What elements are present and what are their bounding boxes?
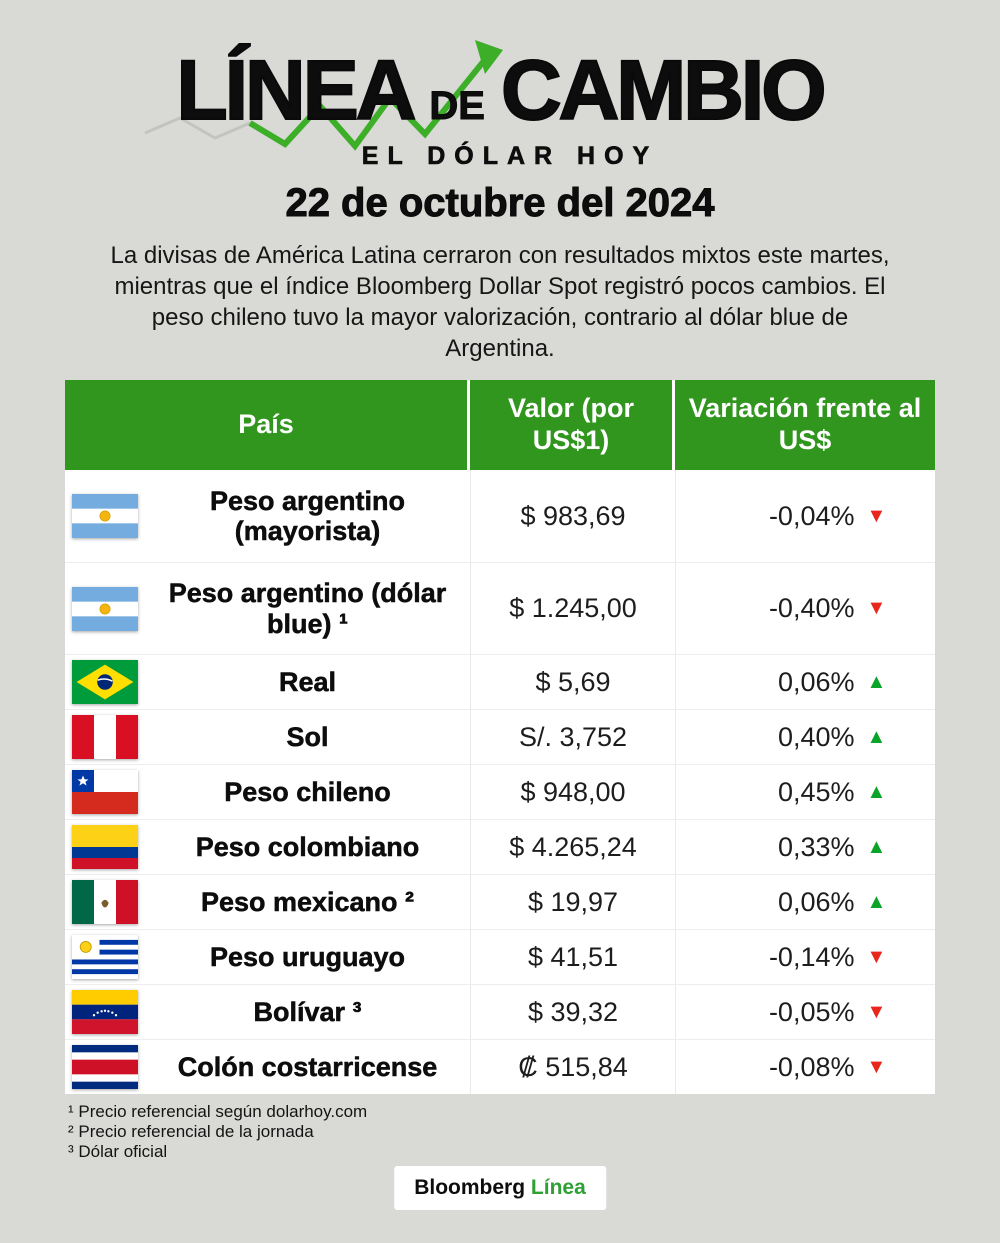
- footnotes: ¹ Precio referencial según dolarhoy.com …: [68, 1102, 367, 1162]
- flag-argentina-icon: [65, 586, 145, 631]
- currency-name: Peso uruguayo: [209, 941, 406, 973]
- brand-linea: Línea: [530, 1176, 586, 1199]
- flag-uruguay-icon: [65, 935, 145, 979]
- title-cambio: CAMBIO: [500, 43, 828, 137]
- currency-name: Real: [278, 666, 337, 698]
- currency-variation: -0,40% ▼: [675, 563, 935, 654]
- currency-name: Colón costarricense: [177, 1051, 438, 1083]
- flag-costa-rica-icon: [65, 1045, 145, 1089]
- currency-value: $ 983,69: [470, 470, 675, 562]
- stock-line-chart-icon: [144, 40, 503, 151]
- flag-brazil-icon: [65, 660, 145, 704]
- table-row: Peso colombiano $ 4.265,24 0,33% ▲: [65, 819, 935, 874]
- trend-up-icon: ▲: [866, 780, 887, 803]
- bloomberg-linea-logo: Bloomberg Línea: [394, 1166, 606, 1210]
- variation-value: 0,45%: [777, 776, 855, 807]
- footnote-3: ³ Dólar oficial: [68, 1142, 168, 1161]
- trend-down-icon: ▼: [866, 504, 887, 527]
- currency-value: $ 19,97: [470, 875, 675, 929]
- variation-value: -0,14%: [768, 941, 855, 972]
- variation-value: -0,05%: [768, 996, 855, 1027]
- flag-peru-icon: [65, 715, 145, 759]
- currency-value: $ 4.265,24: [470, 820, 675, 874]
- table-row: Colón costarricense ₡ 515,84 -0,08% ▼: [65, 1039, 935, 1094]
- currency-name: Peso argentino (mayorista): [209, 485, 406, 547]
- description: La divisas de América Latina cerraron co…: [110, 242, 890, 363]
- column-header-country: País: [65, 380, 470, 470]
- table-row: Peso chileno $ 948,00 0,45% ▲: [65, 764, 935, 819]
- flag-venezuela-icon: [65, 990, 145, 1034]
- footnote-1: ¹ Precio referencial según dolarhoy.com: [68, 1102, 368, 1121]
- currency-variation: 0,06% ▲: [675, 875, 935, 929]
- currency-value: $ 5,69: [470, 655, 675, 709]
- flag-argentina-icon: [65, 494, 145, 538]
- table-row: Peso argentino (mayorista) $ 983,69 -0,0…: [65, 470, 935, 562]
- trend-down-icon: ▼: [866, 1000, 887, 1023]
- variation-value: 0,06%: [777, 666, 855, 697]
- currency-name: Peso argentino (dólar blue) ¹: [168, 578, 447, 639]
- table-row: Sol S/. 3,752 0,40% ▲: [65, 709, 935, 764]
- variation-value: 0,06%: [777, 886, 855, 917]
- currency-value: $ 1.245,00: [470, 563, 675, 654]
- variation-value: -0,40%: [768, 593, 855, 623]
- currency-variation: 0,40% ▲: [675, 710, 935, 764]
- currency-variation: 0,33% ▲: [675, 820, 935, 874]
- trend-up-icon: ▲: [866, 835, 887, 858]
- trend-up-icon: ▲: [866, 670, 887, 693]
- table-row: Peso argentino (dólar blue) ¹ $ 1.245,00…: [65, 562, 935, 654]
- trend-down-icon: ▼: [866, 1055, 887, 1078]
- currency-value: ₡ 515,84: [470, 1040, 675, 1094]
- exchange-rate-table: País Valor (por US$1) Variación frente a…: [65, 380, 935, 1094]
- table-row: Bolívar ³ $ 39,32 -0,05% ▼: [65, 984, 935, 1039]
- footnote-2: ² Precio referencial de la jornada: [68, 1122, 314, 1141]
- currency-name: Peso chileno: [224, 776, 391, 808]
- column-header-variation: Variación frente al US$: [675, 380, 935, 470]
- trend-down-icon: ▼: [866, 945, 887, 968]
- trend-up-icon: ▲: [866, 725, 887, 748]
- subtitle: EL DÓLAR HOY: [361, 142, 659, 171]
- table-body: Peso argentino (mayorista) $ 983,69 -0,0…: [65, 470, 935, 1094]
- date: 22 de octubre del 2024: [285, 181, 715, 226]
- flag-colombia-icon: [65, 825, 145, 869]
- currency-variation: -0,14% ▼: [675, 930, 935, 984]
- currency-value: S/. 3,752: [470, 710, 675, 764]
- currency-variation: 0,06% ▲: [675, 655, 935, 709]
- currency-name: Peso mexicano ²: [200, 886, 415, 918]
- currency-variation: -0,04% ▼: [675, 470, 935, 562]
- table-row: Peso uruguayo $ 41,51 -0,14% ▼: [65, 929, 935, 984]
- title-de: DE: [429, 84, 486, 129]
- variation-value: -0,08%: [768, 1051, 855, 1082]
- flag-chile-icon: [65, 770, 145, 814]
- title-linea: LÍNEA: [175, 43, 417, 137]
- variation-value: 0,33%: [777, 831, 855, 862]
- currency-name: Peso colombiano: [195, 831, 420, 863]
- currency-variation: -0,08% ▼: [675, 1040, 935, 1094]
- table-header: País Valor (por US$1) Variación frente a…: [65, 380, 935, 470]
- page-title: LÍNEA DE CAMBIO: [0, 43, 1000, 137]
- brand-bloomberg: Bloomberg: [414, 1176, 526, 1199]
- trend-up-icon: ▲: [866, 890, 887, 913]
- flag-mexico-icon: [65, 880, 145, 924]
- currency-variation: 0,45% ▲: [675, 765, 935, 819]
- currency-value: $ 41,51: [470, 930, 675, 984]
- currency-name: Bolívar ³: [253, 996, 362, 1028]
- column-header-value: Valor (por US$1): [470, 380, 675, 470]
- currency-variation: -0,05% ▼: [675, 985, 935, 1039]
- trend-down-icon: ▼: [866, 597, 887, 619]
- currency-name: Sol: [286, 721, 329, 753]
- header: LÍNEA DE CAMBIO EL DÓLAR HOY 22 de octub…: [0, 0, 1000, 364]
- table-row: Real $ 5,69 0,06% ▲: [65, 654, 935, 709]
- table-row: Peso mexicano ² $ 19,97 0,06% ▲: [65, 874, 935, 929]
- variation-value: 0,40%: [777, 721, 855, 752]
- currency-value: $ 948,00: [470, 765, 675, 819]
- variation-value: -0,04%: [768, 500, 855, 531]
- currency-value: $ 39,32: [470, 985, 675, 1039]
